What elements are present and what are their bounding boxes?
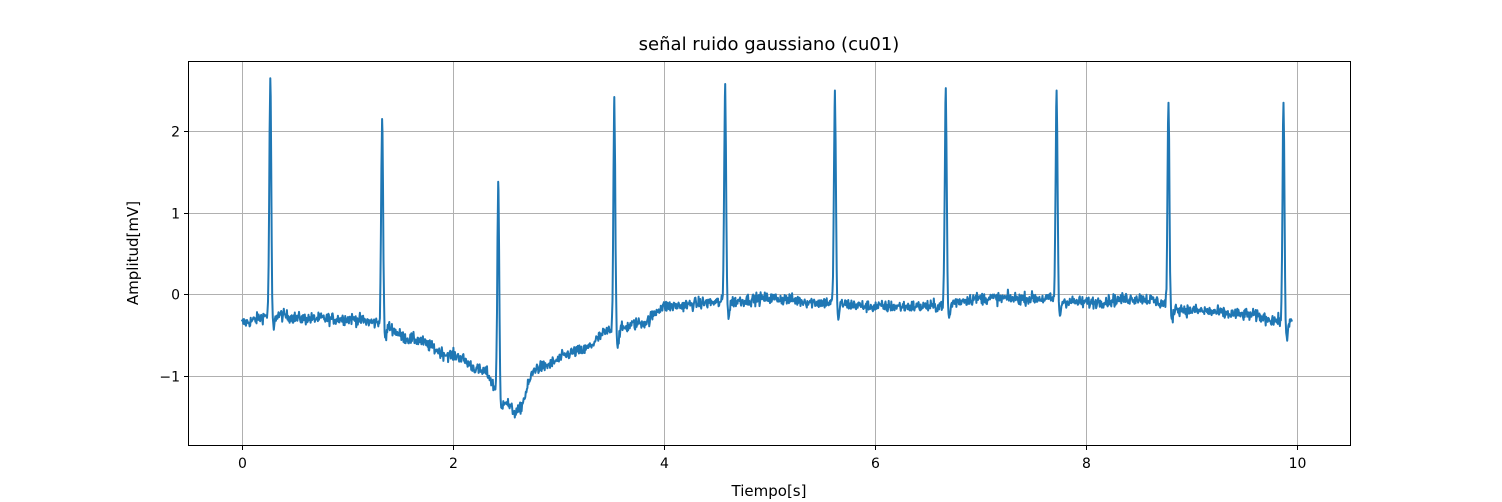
signal-line [240,77,1293,419]
grid [189,62,1350,445]
axis-ticks: 0 2 4 6 8 10 −1 0 1 2 [159,125,1306,473]
chart-title: señal ruido gaussiano (cu01) [639,34,900,55]
x-tick-label: 4 [660,456,669,472]
x-tick-label: 8 [1082,456,1091,472]
series-layer [240,77,1293,419]
x-tick-label: 0 [238,456,247,472]
x-tick-label: 6 [871,456,880,472]
y-tick-label: 1 [171,207,180,223]
x-axis-label: Tiempo[s] [731,482,807,500]
y-axis-label: Amplitud[mV] [124,201,142,305]
x-tick-label: 10 [1289,456,1307,472]
y-tick-label: 0 [171,288,180,304]
y-tick-label: 2 [171,125,180,141]
x-tick-label: 2 [449,456,458,472]
y-tick-label: −1 [159,370,180,386]
plot-frame [188,61,1351,446]
